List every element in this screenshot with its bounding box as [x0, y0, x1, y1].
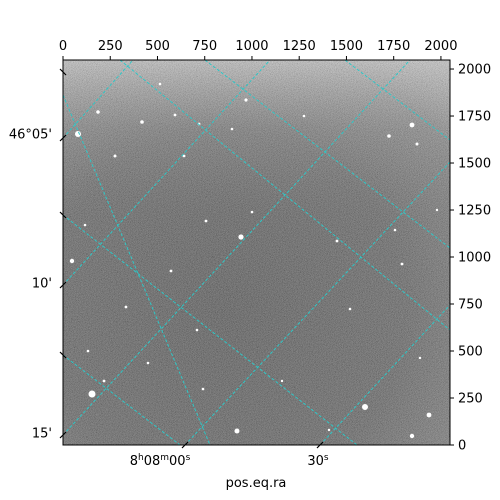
grid-line: [119, 60, 450, 331]
star: [244, 98, 248, 102]
dec-tick-mark: [59, 351, 67, 359]
star: [362, 404, 368, 410]
star: [230, 127, 234, 131]
x-tick-label: 750: [192, 39, 217, 54]
coordinate-grid: [63, 60, 450, 445]
star: [201, 387, 205, 391]
pixel-y-axis: 0 250 500 750 1000 1250 1500 1750 2000: [450, 63, 491, 454]
grid-line: [344, 60, 450, 141]
plot-frame: [62, 59, 451, 446]
ra-tick-label: 30s: [307, 453, 329, 469]
dec-tick-mark: [59, 211, 67, 219]
y-tick-label: 2000: [458, 63, 491, 78]
y-tick-label: 750: [458, 298, 483, 313]
pixel-x-axis: 0 250 500 750 1000 1250 1500 1750 2000: [59, 39, 457, 60]
x-tick-label: 1000: [235, 39, 268, 54]
y-tick-label: 1250: [458, 204, 491, 219]
x-tick-label: 1750: [377, 39, 410, 54]
star: [393, 228, 397, 232]
dec-tick-mark: [59, 68, 67, 76]
ra-tick-mark: [316, 441, 324, 449]
x-tick-label: 2000: [424, 39, 457, 54]
grid-line: [204, 60, 450, 249]
star: [140, 120, 144, 124]
star: [335, 239, 339, 243]
star: [387, 134, 391, 138]
star-field: [69, 82, 439, 445]
star: [173, 113, 177, 117]
x-tick-label: 1500: [330, 39, 363, 54]
dec-tick-label: 15': [32, 427, 52, 442]
star: [409, 433, 415, 439]
ra-tick-mark: [181, 441, 189, 449]
star: [158, 82, 162, 86]
x-axis-title: pos.eq.ra: [226, 476, 287, 491]
star: [409, 122, 415, 128]
star: [88, 390, 96, 398]
y-tick-label: 500: [458, 345, 483, 360]
grid-line: [63, 60, 271, 286]
star: [327, 428, 331, 432]
star: [435, 208, 439, 212]
star: [75, 131, 81, 137]
star: [96, 110, 100, 114]
grid-line: [319, 304, 450, 445]
x-tick-label: 0: [59, 39, 67, 54]
sky-image: [63, 60, 450, 445]
y-tick-label: 1500: [458, 157, 491, 172]
star: [86, 349, 90, 353]
dec-tick-label: 46°05': [9, 128, 52, 143]
star: [250, 210, 254, 214]
star: [83, 223, 87, 227]
dec-tick-label: 10': [32, 277, 52, 292]
grid-line: [63, 94, 211, 445]
star: [280, 379, 284, 383]
dec-axis: 46°05' 10' 15': [9, 68, 67, 442]
grid-line: [63, 214, 358, 445]
y-tick-label: 1000: [458, 251, 491, 266]
grid-line: [63, 60, 134, 139]
x-tick-label: 250: [98, 39, 123, 54]
star: [204, 219, 208, 223]
star: [418, 356, 422, 360]
star: [69, 258, 75, 264]
dec-tick-mark: [59, 281, 67, 289]
star: [348, 307, 352, 311]
x-tick-label: 1250: [283, 39, 316, 54]
star: [234, 428, 240, 434]
dec-tick-mark: [59, 134, 67, 142]
ra-tick-label: 8h08m00s: [130, 453, 191, 469]
star: [238, 234, 244, 240]
grid-line: [63, 60, 411, 436]
star: [426, 412, 432, 418]
star: [302, 114, 306, 118]
x-tick-label: 500: [145, 39, 170, 54]
ra-axis: 8h08m00s 30s: [130, 441, 329, 469]
dec-tick-mark: [59, 431, 67, 439]
star: [113, 154, 117, 158]
star: [400, 262, 404, 266]
star: [182, 154, 186, 158]
star: [415, 142, 419, 146]
y-tick-label: 1750: [458, 110, 491, 125]
star: [124, 305, 128, 309]
y-tick-label: 0: [458, 439, 466, 454]
y-tick-label: 250: [458, 392, 483, 407]
star: [169, 269, 173, 273]
star: [195, 328, 199, 332]
star: [102, 379, 106, 383]
star: [146, 361, 150, 365]
